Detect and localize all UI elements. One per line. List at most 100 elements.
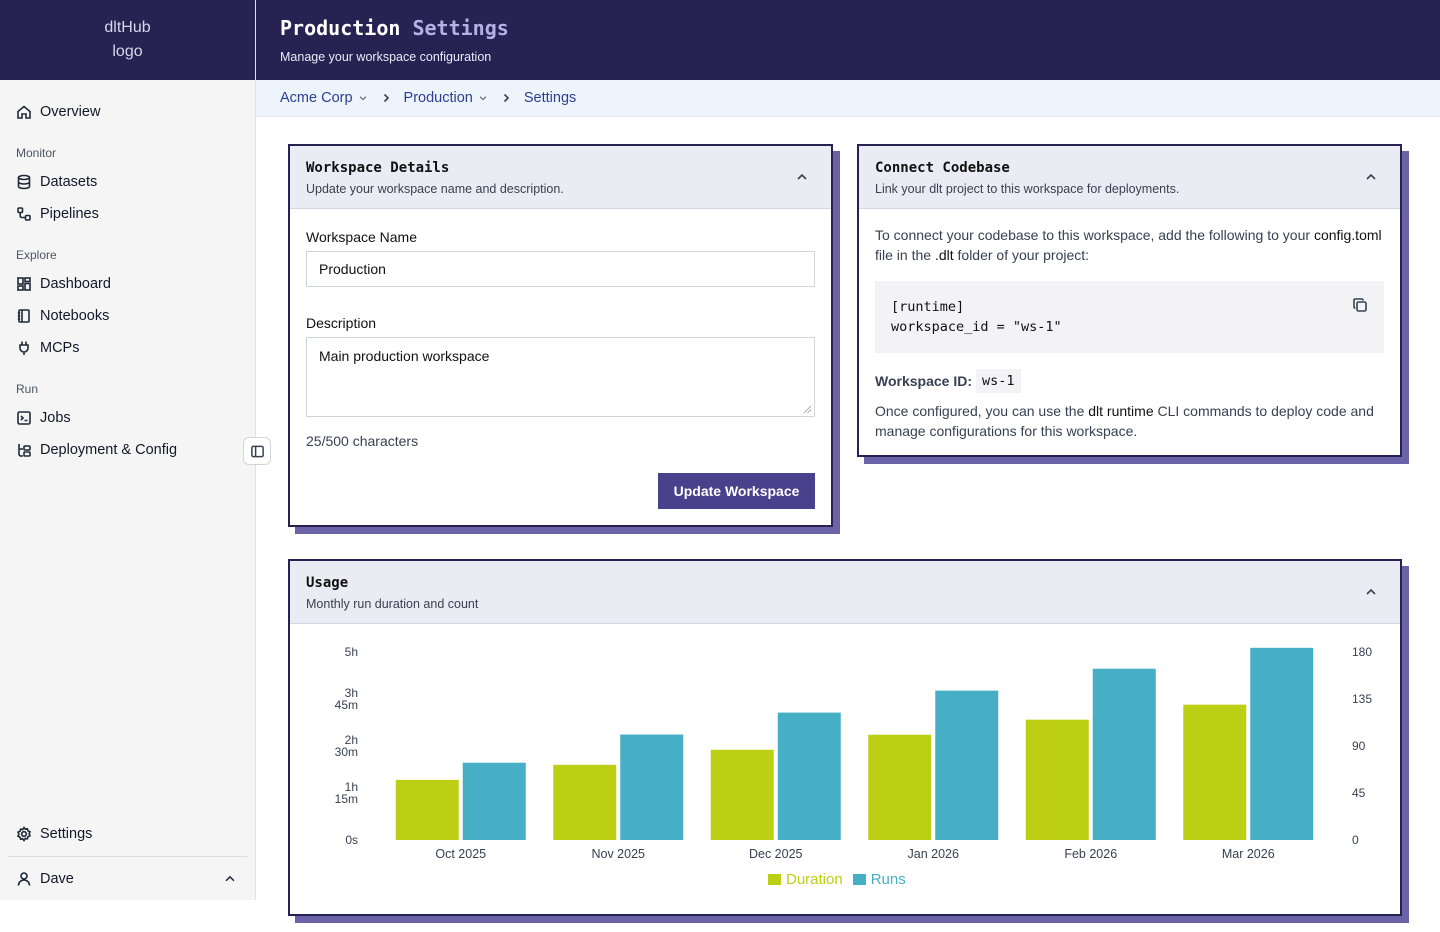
x-tick-label: Mar 2026 [1222,847,1275,861]
config-code-block[interactable]: [runtime] workspace_id = "ws-1" [875,281,1384,353]
breadcrumb: Acme Corp Production Settings [256,80,1440,117]
legend-item-runs[interactable]: Runs [852,871,906,888]
sidebar-item-mcps[interactable]: MCPs [8,332,247,364]
workspace-id-label: Workspace ID: [875,373,972,389]
card-description: Update your workspace name and descripti… [306,182,564,196]
legend-swatch-duration [768,874,781,885]
sidebar-item-jobs[interactable]: Jobs [8,402,247,434]
runs-bar [777,712,841,840]
pipeline-icon [17,207,31,221]
connect-instructions: To connect your codebase to this workspa… [875,225,1384,265]
chevron-up-icon[interactable] [223,872,237,886]
x-tick-label: Dec 2025 [749,847,803,861]
intro-text-2: file in the [875,247,932,263]
chart-legend: Duration Runs [768,871,906,888]
duration-bar [710,749,774,840]
breadcrumb-current[interactable]: Settings [524,90,576,106]
code-line: workspace_id = "ws-1" [891,319,1062,335]
plug-icon [19,341,29,355]
notebook-icon [17,309,30,323]
intro-text-3: folder of your project: [957,247,1090,263]
sidebar-section-explore: Explore [16,248,57,262]
usage-chart: Oct 2025 Nov 2025 Dec 2025 Jan 2026 Feb 2026… [335,645,1373,861]
sidebar-item-pipelines[interactable]: Pipelines [8,198,247,230]
workspace-name-label: Workspace Name [306,229,418,245]
sidebar-item-label: Dashboard [40,276,111,292]
resize-handle-icon[interactable] [803,405,812,414]
sidebar-footer: Settings Dave [8,818,247,895]
description-textarea[interactable]: Main production workspace [306,337,815,417]
sidebar-item-settings[interactable]: Settings [8,818,247,850]
sidebar-item-overview[interactable]: Overview [8,96,247,128]
sidebar-item-dashboard[interactable]: Dashboard [8,268,247,300]
legend-label-duration: Duration [786,871,843,888]
page-title-accent: Settings [412,16,509,40]
workspace-id-value[interactable]: ws-1 [976,369,1021,393]
breadcrumb-org[interactable]: Acme Corp [280,90,368,106]
y-right-tick-label: 0 [1352,833,1359,847]
collapse-button[interactable] [795,170,809,184]
workspace-id-row: Workspace ID: ws-1 [875,369,1384,393]
x-tick-label: Oct 2025 [435,847,486,861]
sidebar-item-notebooks[interactable]: Notebooks [8,300,247,332]
database-icon [17,174,31,190]
collapse-button[interactable] [1364,170,1378,184]
duration-bar [395,779,459,840]
collapse-button[interactable] [1364,585,1378,599]
chevron-up-icon [797,173,807,180]
copy-button[interactable] [1352,297,1368,319]
sidebar-item-deployment-config[interactable]: Deployment & Config [8,434,247,466]
duration-bar [868,734,932,840]
sidebar-item-label: Datasets [40,174,98,190]
card-title: Usage [306,575,349,591]
y-left-tick-label: 2h [345,733,358,747]
workspace-name-input[interactable]: Production [306,251,815,287]
outro-text-2: CLI commands to deploy code and manage c… [875,403,1374,439]
sidebar-nav: Overview Monitor Datasets Pipelines Expl… [0,80,255,466]
card-body: Workspace Name Production Description Ma… [290,209,831,449]
breadcrumb-workspace[interactable]: Production [404,90,488,106]
dlthub-logo[interactable]: dltHub logo [104,19,151,60]
runs-bar [1250,647,1314,840]
sidebar-section-run: Run [16,382,39,396]
y-right-tick-label: 45 [1352,786,1366,800]
sidebar-item-datasets[interactable]: Datasets [8,166,247,198]
duration-bar [553,764,617,840]
sidebar-item-label: Deployment & Config [40,442,178,458]
legend-item-duration[interactable]: Duration [768,871,843,888]
sidebar-item-label: Pipelines [40,206,99,222]
y-right-tick-label: 180 [1352,645,1372,659]
page-header: Production Settings Manage your workspac… [256,0,1440,80]
update-workspace-button[interactable]: Update Workspace [658,473,815,509]
x-tick-label: Feb 2026 [1064,847,1117,861]
outro-text: Once configured, you can use the [875,403,1085,419]
x-tick-label: Nov 2025 [591,847,645,861]
y-left-tick-label: 15m [335,792,358,806]
usage-card: Usage Monthly run duration and count Oct… [288,559,1402,916]
card-description: Monthly run duration and count [306,597,479,611]
user-menu-trigger[interactable]: Dave [8,863,82,895]
chevron-right-icon [383,93,389,103]
user-menu[interactable]: Dave [8,856,247,895]
breadcrumb-current-label: Settings [523,90,577,106]
breadcrumb-workspace-label: Production [403,90,473,106]
card-body: To connect your codebase to this workspa… [859,209,1400,441]
y-left-tick-label: 1h [345,780,358,794]
sidebar-section-monitor: Monitor [16,146,57,160]
breadcrumb-org-label: Acme Corp [280,90,353,106]
sidebar-toggle-button[interactable] [243,437,271,465]
card-header: Workspace Details Update your workspace … [290,146,831,209]
y-left-tick-label: 5h [345,645,358,659]
chevron-up-icon [1366,588,1376,595]
x-tick-label: Jan 2026 [908,847,959,861]
deploy-icon [18,444,31,457]
card-header: Connect Codebase Link your dlt project t… [859,146,1400,209]
char-count: 25/500 characters [306,433,419,449]
sidebar-item-label: MCPs [40,340,80,356]
gear-icon [16,826,32,842]
card-description: Link your dlt project to this workspace … [875,182,1180,196]
sidebar-panel-icon [250,445,264,457]
chevron-right-icon [503,93,509,103]
card-header: Usage Monthly run duration and count [290,561,1400,624]
home-icon [17,105,31,119]
